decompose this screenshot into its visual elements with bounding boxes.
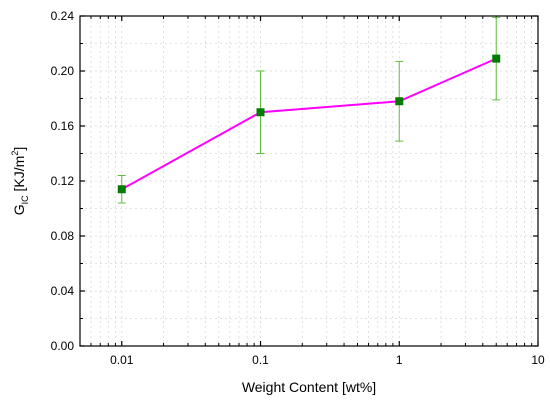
y-tick-label: 0.12 — [51, 174, 75, 188]
y-tick-label: 0.20 — [51, 64, 75, 78]
y-axis-title-superscript: 2 — [10, 151, 20, 156]
tick-layer: 0.00 0.04 0.08 0.12 0.16 0.20 0.24 0.01 0.1 1 10 — [51, 9, 545, 367]
x-tick-label: 1 — [396, 353, 403, 367]
y-axis-title: GIC [KJ/m2] — [10, 147, 30, 215]
series-line — [121, 57, 497, 191]
series-layer — [117, 16, 501, 204]
x-axis-title: Weight Content [wt%] — [242, 379, 376, 395]
y-axis-title-subscript: IC — [20, 195, 30, 205]
data-point — [492, 54, 501, 63]
data-point — [117, 185, 126, 194]
y-tick-label: 0.16 — [51, 119, 75, 133]
grid-layer — [80, 16, 538, 346]
axis-layer — [79, 15, 539, 347]
y-tick-label: 0.04 — [51, 284, 75, 298]
x-tick-label: 0.1 — [252, 353, 269, 367]
data-point — [395, 97, 404, 106]
y-axis-title-close: ] — [11, 147, 27, 151]
y-tick-label: 0.08 — [51, 229, 75, 243]
y-tick-label: 0.00 — [51, 339, 75, 353]
x-tick-label: 10 — [531, 353, 545, 367]
plot-frame — [79, 15, 539, 347]
x-tick-label: 0.01 — [110, 353, 134, 367]
y-tick-label: 0.24 — [51, 9, 75, 23]
y-axis-title-units: [KJ/m — [11, 156, 27, 196]
y-axis-title-main: G — [11, 204, 27, 215]
data-point — [256, 108, 265, 117]
